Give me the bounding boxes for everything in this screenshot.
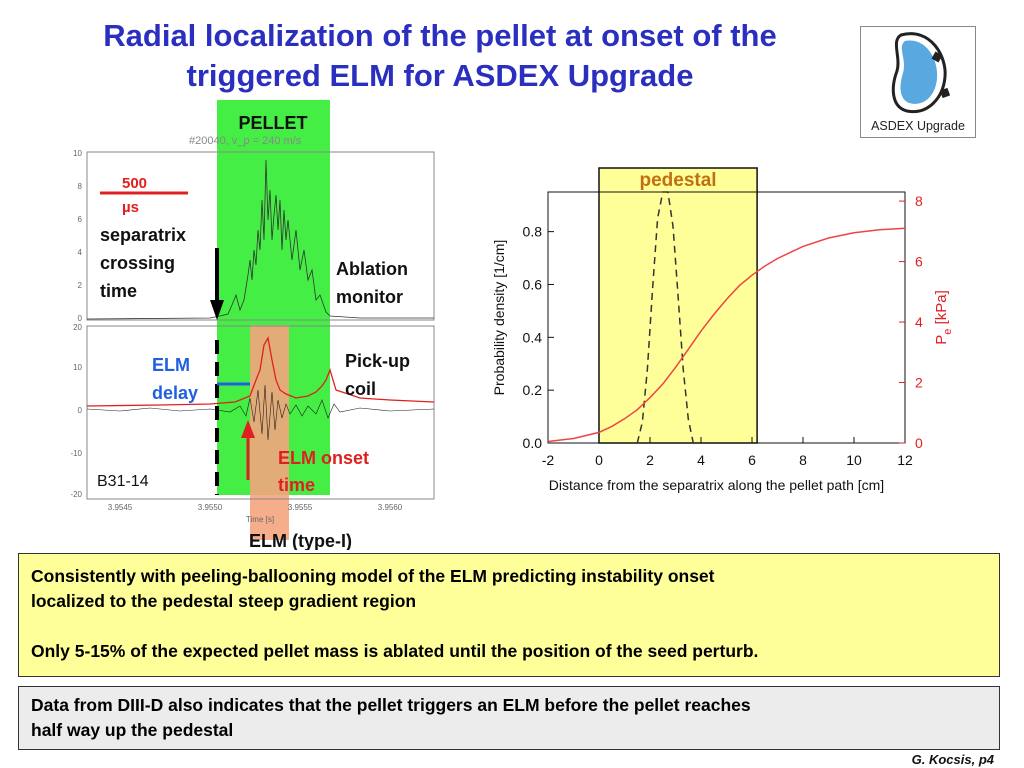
- x-tick-label: 10: [846, 452, 862, 468]
- y-tick-label: 0.0: [523, 435, 543, 451]
- pressure-curve: [547, 227, 906, 443]
- scale-value: 500: [122, 175, 147, 192]
- y2-tick-label: 4: [915, 314, 923, 330]
- plot-frame: [547, 191, 906, 444]
- x-axis-label: Distance from the separatrix along the p…: [549, 477, 884, 493]
- separatrix-label: separatrix: [100, 225, 186, 245]
- elm-type-label: ELM (type-I): [249, 531, 352, 550]
- ablation-trace: [86, 159, 434, 320]
- summary-box: Consistently with peeling-ballooning mod…: [18, 553, 1000, 677]
- x-tick-label: 6: [748, 452, 756, 468]
- diii-d-line: Data from DIII-D also indicates that the…: [31, 695, 751, 715]
- summary-line: localized to the pedestal steep gradient…: [31, 591, 417, 611]
- y2-tick-label: 6: [915, 254, 923, 270]
- tick-label: 0: [78, 406, 83, 415]
- asdex-logo: ASDEX Upgrade: [860, 26, 976, 138]
- shot-label: #20040, v_p = 240 m/s: [189, 135, 302, 147]
- x-tick-label: -2: [542, 452, 555, 468]
- pickup-label: Pick-up: [345, 351, 410, 371]
- pellet-trace-figure: 10 8 6 4 2 0 20 10 0 -10 -20 3.9545 3.95…: [70, 100, 435, 550]
- tick-label: 8: [78, 182, 83, 191]
- y2-label-main: P: [933, 335, 950, 345]
- y2-tick-label: 2: [915, 375, 923, 391]
- ablation-label: monitor: [336, 287, 403, 307]
- tick-label: 4: [78, 248, 83, 257]
- shot-id: B31-14: [97, 473, 149, 490]
- x-tick-label: 3.9555: [288, 503, 313, 512]
- y-tick-label: 0.6: [523, 276, 543, 292]
- x-tick-label: 2: [646, 452, 654, 468]
- tick-label: 10: [73, 149, 82, 158]
- footer-credit: G. Kocsis, p4: [911, 752, 994, 767]
- probability-curve: [636, 191, 695, 444]
- probability-chart: pedestal -2 0 2 4 6 8 10 12 0.0 0.2 0.4 0.6 0.8 0 2 4 6 8 D…: [491, 167, 954, 493]
- diii-d-line: half way up the pedestal: [31, 720, 234, 740]
- elm-delay-label: delay: [152, 383, 198, 403]
- y-tick-label: 0.4: [523, 329, 543, 345]
- bottom-panel-frame: [86, 325, 435, 500]
- y-tick-label: 0.2: [523, 382, 543, 398]
- summary-line: Only 5-15% of the expected pellet mass i…: [31, 641, 759, 661]
- arrow-head-icon: [241, 420, 255, 438]
- y2-tick-label: 0: [915, 435, 923, 451]
- tick-label: 10: [73, 363, 82, 372]
- x-tick-label: 3.9545: [108, 503, 133, 512]
- elm-onset-label: ELM onset: [278, 448, 369, 468]
- arrow-head-icon: [210, 300, 224, 320]
- pickup-envelope: [86, 336, 435, 407]
- y2-tick-label: 8: [915, 193, 923, 209]
- elm-delay-label: ELM: [152, 355, 190, 375]
- tick-label: 20: [73, 323, 82, 332]
- tick-label: -20: [70, 490, 82, 499]
- x-tick-label: 8: [799, 452, 807, 468]
- pickup-trace: [86, 384, 435, 441]
- title-line-1: Radial localization of the pellet at ons…: [103, 18, 777, 53]
- separatrix-label: crossing: [100, 253, 175, 273]
- x-tick-label: 12: [897, 452, 913, 468]
- y2-label-sub: e: [942, 329, 954, 335]
- pellet-label: PELLET: [238, 113, 307, 133]
- elm-onset-label: time: [278, 475, 315, 495]
- x-axis-label: Time [s]: [246, 515, 274, 524]
- summary-line: Consistently with peeling-ballooning mod…: [31, 566, 715, 586]
- tick-label: 0: [78, 314, 83, 323]
- tick-label: 6: [78, 215, 83, 224]
- x-tick-label: 3.9560: [378, 503, 403, 512]
- scale-unit: µs: [122, 199, 139, 216]
- ablation-label: Ablation: [336, 259, 408, 279]
- logo-text: ASDEX Upgrade: [871, 119, 965, 133]
- title-line-2: triggered ELM for ASDEX Upgrade: [186, 58, 694, 93]
- tick-label: 2: [78, 281, 83, 290]
- y-axis-label: Probability density [1/cm]: [491, 240, 507, 396]
- pickup-label: coil: [345, 379, 376, 399]
- x-tick-label: 0: [595, 452, 603, 468]
- elm-band: [250, 325, 289, 540]
- pedestal-label: pedestal: [640, 170, 717, 191]
- y2-axis-label: Pe [kPa]: [933, 290, 954, 345]
- y-tick-label: 0.8: [523, 224, 543, 240]
- y2-label-unit: [kPa]: [933, 290, 950, 328]
- diii-d-box: Data from DIII-D also indicates that the…: [18, 686, 1000, 750]
- x-tick-label: 3.9550: [198, 503, 223, 512]
- pedestal-region: [598, 167, 758, 444]
- slide-title: Radial localization of the pellet at ons…: [40, 16, 840, 96]
- tick-label: -10: [70, 449, 82, 458]
- separatrix-label: time: [100, 281, 137, 301]
- top-panel-frame: [86, 151, 435, 321]
- tokamak-icon: [891, 32, 951, 114]
- x-tick-label: 4: [697, 452, 705, 468]
